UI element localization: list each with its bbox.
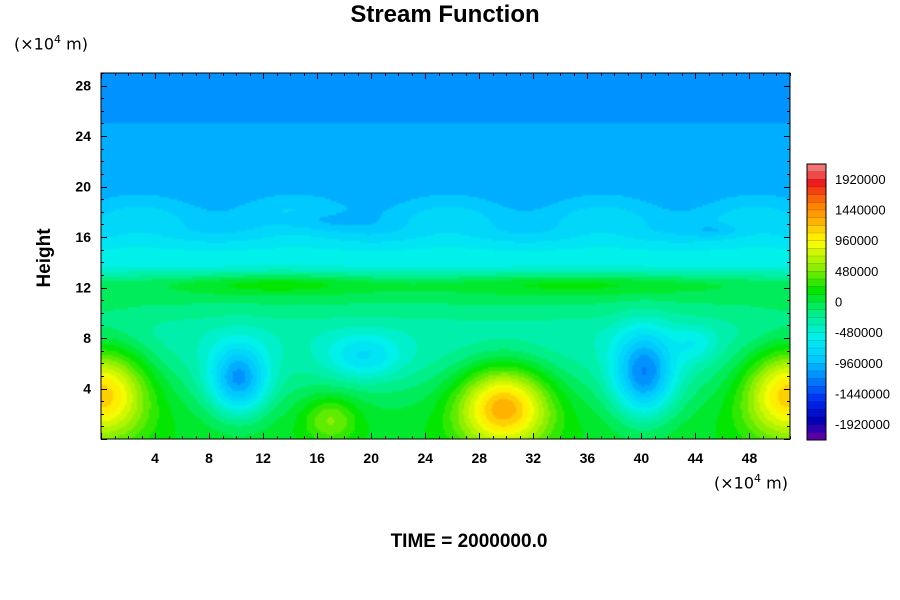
colorbar-level	[807, 309, 826, 318]
y-tick-label: 8	[83, 330, 91, 346]
colorbar-tick-label: -1440000	[835, 387, 890, 402]
colorbar-level	[807, 371, 826, 379]
colorbar-level	[807, 401, 826, 410]
y-tick-label: 28	[75, 78, 91, 94]
chart-title: Stream Function	[350, 1, 540, 28]
colorbar-level	[807, 417, 826, 425]
colorbar-tick-label: 480000	[835, 264, 878, 279]
colorbar-tick-label: -1920000	[835, 417, 890, 432]
colorbar	[806, 163, 827, 441]
time-label: TIME = 2000000.0	[390, 531, 548, 552]
colorbar-level	[807, 225, 826, 234]
colorbar-level	[807, 340, 826, 349]
x-tick-label: 36	[580, 450, 596, 466]
colorbar-level	[807, 394, 826, 402]
colorbar-level	[807, 317, 826, 326]
colorbar-level	[807, 194, 826, 203]
colorbar-tick-labels: 1920000 1440000 960000 480000 0 -480000 -96000…	[835, 172, 890, 432]
colorbar-level	[807, 263, 826, 272]
colorbar-level	[807, 179, 826, 188]
colorbar-level	[807, 424, 826, 433]
colorbar-tick-label: 960000	[835, 233, 878, 248]
colorbar-level	[807, 171, 826, 180]
y-tick-label: 16	[75, 229, 91, 245]
colorbar-tick-label: -480000	[835, 325, 883, 340]
colorbar-tick-label: 0	[835, 295, 842, 310]
x-tick-label: 12	[255, 450, 271, 466]
colorbar-level	[807, 256, 826, 264]
plot-frame	[100, 72, 791, 440]
colorbar-level	[807, 248, 826, 257]
x-tick-label: 44	[688, 450, 704, 466]
colorbar-tick-label: -960000	[835, 356, 883, 371]
axis-ticks	[101, 73, 791, 440]
y-tick-label: 12	[75, 280, 91, 296]
colorbar-level	[807, 363, 826, 372]
y-axis-title: Height	[34, 228, 55, 288]
colorbar-level	[807, 217, 826, 226]
colorbar-level	[807, 348, 826, 356]
colorbar-level	[807, 386, 826, 395]
colorbar-level	[807, 233, 826, 241]
colorbar-level	[807, 302, 826, 310]
y-axis-unit: (×104 m)	[14, 33, 88, 54]
colorbar-level	[807, 240, 826, 249]
colorbar-level	[807, 210, 826, 218]
colorbar-level	[807, 432, 826, 441]
x-tick-label: 16	[309, 450, 325, 466]
x-tick-label: 24	[417, 450, 433, 466]
x-tick-labels: 4 8 12 16 20 24 28 32 36 40 44 48	[151, 450, 757, 466]
colorbar-level	[807, 332, 826, 341]
x-tick-label: 4	[151, 450, 159, 466]
y-tick-labels: 4 8 12 16 20 24 28	[75, 78, 91, 397]
stream-function-field	[101, 73, 790, 439]
x-tick-label: 20	[363, 450, 379, 466]
colorbar-level	[807, 187, 826, 195]
y-tick-label: 4	[83, 381, 91, 397]
colorbar-level	[807, 409, 826, 418]
colorbar-level	[807, 355, 826, 364]
colorbar-level	[807, 279, 826, 287]
colorbar-tick-label: 1440000	[835, 203, 886, 218]
y-tick-label: 20	[75, 179, 91, 195]
x-tick-label: 8	[205, 450, 213, 466]
colorbar-tick-label: 1920000	[835, 172, 886, 187]
x-tick-label: 48	[742, 450, 758, 466]
colorbar-level	[807, 286, 826, 295]
colorbar-level	[807, 271, 826, 280]
y-tick-label: 24	[75, 128, 91, 144]
x-tick-label: 32	[526, 450, 542, 466]
colorbar-level	[807, 325, 826, 333]
colorbar-frame	[806, 163, 827, 441]
x-tick-label: 40	[634, 450, 650, 466]
x-axis-unit: (×104 m)	[714, 472, 788, 493]
colorbar-level	[807, 164, 826, 172]
colorbar-level	[807, 202, 826, 211]
colorbar-level	[807, 294, 826, 303]
colorbar-level	[807, 378, 826, 387]
x-tick-label: 28	[471, 450, 487, 466]
